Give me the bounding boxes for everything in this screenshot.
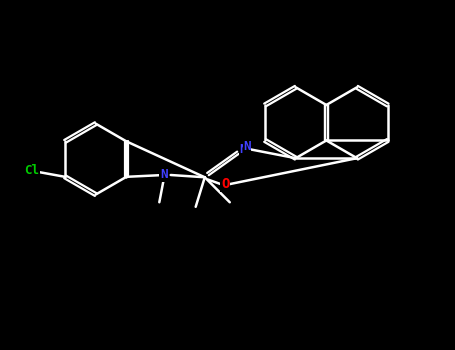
- Text: N: N: [160, 168, 167, 182]
- Text: O: O: [221, 177, 229, 191]
- Text: N: N: [240, 142, 247, 156]
- Text: Cl: Cl: [24, 163, 39, 176]
- Text: N: N: [243, 140, 251, 153]
